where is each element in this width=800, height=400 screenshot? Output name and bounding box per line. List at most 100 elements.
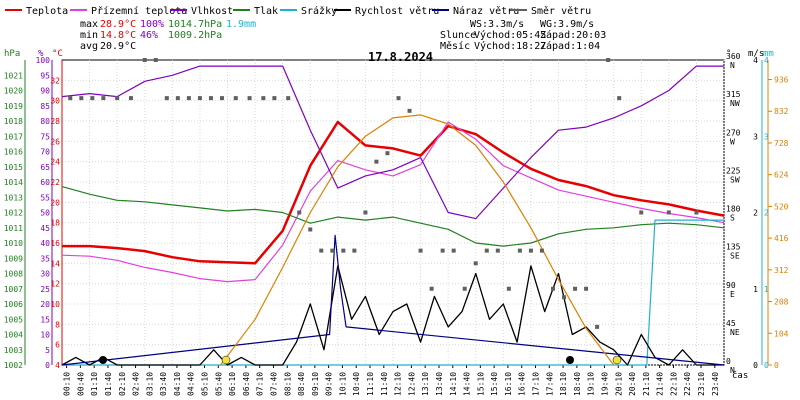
- wind-direction-point: [639, 210, 644, 215]
- wind-direction-point: [101, 96, 106, 101]
- temp-tick-label: 6: [55, 341, 60, 350]
- dir-tick-label: 180: [726, 205, 741, 214]
- chart-marks: [61, 58, 725, 366]
- pct-tick-label: 85: [40, 102, 50, 111]
- dir-tick-label: 270: [726, 128, 741, 137]
- x-tick-label: 23:40: [711, 372, 720, 396]
- x-tick-label: 01:10: [90, 372, 99, 396]
- dir-tick-label: N: [730, 61, 735, 70]
- x-axis-label: čas: [732, 370, 748, 381]
- legend-prizemni-teplota: Přízemní teplota: [91, 5, 187, 17]
- wind-direction-point: [584, 286, 589, 291]
- sun-tick-label: 0: [774, 361, 779, 370]
- pct-tick-label: 75: [40, 132, 50, 141]
- wind-direction-point: [341, 248, 346, 253]
- x-tick-label: 22:10: [669, 372, 678, 396]
- dir-axis-label: °: [726, 49, 731, 59]
- wind-direction-point: [385, 151, 390, 156]
- chart-title: 17.8.2024: [368, 50, 433, 64]
- hpa-tick-label: 1015: [4, 163, 23, 172]
- pct-tick-label: 20: [40, 300, 50, 309]
- sun-tick-label: 104: [774, 329, 789, 338]
- x-tick-label: 16:40: [518, 372, 527, 396]
- pct-tick-label: 35: [40, 254, 50, 263]
- temp-tick-label: 24: [50, 158, 60, 167]
- wind-direction-point: [197, 96, 202, 101]
- x-tick-label: 11:10: [366, 372, 375, 396]
- pct-tick-label: 25: [40, 285, 50, 294]
- wind-direction-point: [407, 108, 412, 113]
- pct-tick-label: 60: [40, 178, 50, 187]
- temp-tick-label: 8: [55, 320, 60, 329]
- info-moonset: Západ:1:04: [540, 40, 600, 52]
- wind-direction-point: [272, 96, 277, 101]
- temp-axis-label: °C: [52, 49, 63, 59]
- temp-tick-label: 20: [50, 198, 60, 207]
- hpa-tick-label: 1010: [4, 239, 23, 248]
- hpa-axis-label: hPa: [4, 49, 20, 59]
- x-tick-label: 01:40: [104, 372, 113, 396]
- temp-tick-label: 12: [50, 280, 60, 289]
- stats-min-press: 1009.2hPa: [168, 30, 222, 41]
- pct-tick-label: 90: [40, 87, 50, 96]
- x-tick-label: 04:10: [173, 372, 182, 396]
- stats-max-hum: 100%: [140, 19, 164, 30]
- axis-ticks: 1002100310041005100610071008100910101011…: [4, 52, 789, 396]
- wind-direction-point: [440, 248, 445, 253]
- hpa-tick-label: 1007: [4, 285, 23, 294]
- ms-tick-label: 2: [753, 209, 758, 218]
- wind-direction-point: [429, 286, 434, 291]
- x-tick-label: 23:10: [697, 372, 706, 396]
- sun-tick-label: 936: [774, 76, 789, 85]
- pct-axis-label: %: [38, 49, 44, 59]
- sunset-marker: [612, 355, 622, 365]
- sun-moon-info: WS:3.3m/s WG:3.9m/s Slunce Východ:05:45 …: [440, 19, 606, 52]
- x-tick-label: 06:10: [228, 372, 237, 396]
- mm-axis-label: mm: [763, 49, 774, 59]
- wind-direction-point: [484, 248, 489, 253]
- x-tick-label: 18:40: [573, 372, 582, 396]
- dir-tick-label: SW: [730, 175, 740, 184]
- temp-tick-label: 28: [50, 117, 60, 126]
- temp-tick-label: 22: [50, 178, 60, 187]
- x-tick-label: 17:40: [545, 372, 554, 396]
- stats-avg-temp: 20.9°C: [100, 41, 136, 52]
- hpa-tick-label: 1002: [4, 361, 23, 370]
- info-sunset: Západ:20:03: [540, 29, 606, 41]
- dir-tick-label: 45: [726, 319, 736, 328]
- series-prizemni-teplota: [61, 121, 725, 283]
- wind-direction-point: [115, 96, 120, 101]
- x-tick-label: 15:40: [490, 372, 499, 396]
- temp-tick-label: 10: [50, 300, 60, 309]
- ms-axis-label: m/s: [748, 49, 764, 59]
- x-tick-label: 03:10: [145, 372, 154, 396]
- temp-tick-label: 32: [50, 76, 60, 85]
- hpa-tick-label: 1008: [4, 270, 23, 279]
- sun-tick-label: 416: [774, 234, 789, 243]
- wind-direction-point: [550, 286, 555, 291]
- series-slunecni-zareni: [220, 114, 615, 366]
- legend: Teplota Přízemní teplota Vlhkost Tlak Sr…: [5, 5, 591, 17]
- series-teplota: [62, 120, 725, 265]
- dir-tick-label: 360: [726, 52, 741, 61]
- x-tick-label: 02:10: [118, 372, 127, 396]
- wind-direction-point: [319, 248, 324, 253]
- ms-tick-label: 1: [753, 285, 758, 294]
- pct-tick-label: 50: [40, 209, 50, 218]
- x-tick-label: 17:10: [532, 372, 541, 396]
- series-rychlost-vetru: [61, 265, 724, 366]
- wind-direction-point: [418, 248, 423, 253]
- x-tick-label: 14:40: [463, 372, 472, 396]
- wind-direction-point: [617, 96, 622, 101]
- x-tick-label: 11:40: [380, 372, 389, 396]
- dir-tick-label: SE: [730, 252, 740, 261]
- hpa-tick-label: 1003: [4, 346, 23, 355]
- mm-tick-label: 3: [764, 132, 769, 141]
- dir-tick-label: E: [730, 290, 735, 299]
- dir-tick-label: N: [730, 366, 735, 375]
- x-tick-label: 15:10: [476, 372, 485, 396]
- info-wg: WG:3.9m/s: [540, 19, 594, 30]
- x-tick-label: 05:40: [214, 372, 223, 396]
- x-tick-label: 22:40: [683, 372, 692, 396]
- wind-direction-point: [396, 96, 401, 101]
